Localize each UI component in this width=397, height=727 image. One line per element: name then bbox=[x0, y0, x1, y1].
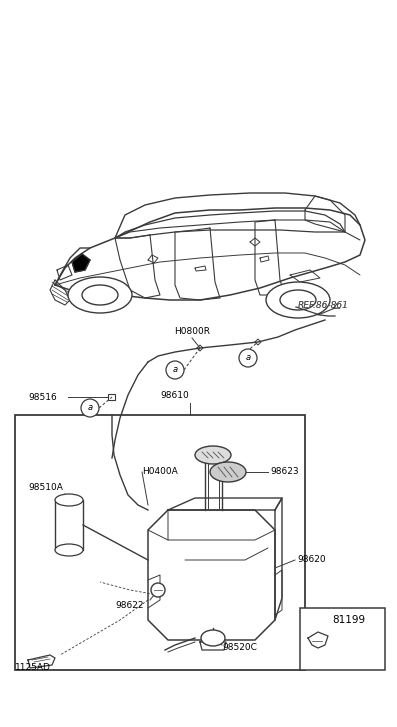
Text: 98610: 98610 bbox=[160, 390, 189, 400]
Bar bbox=[108, 394, 115, 400]
Text: 98516: 98516 bbox=[28, 393, 57, 401]
Text: REF.86-861: REF.86-861 bbox=[298, 300, 349, 310]
Text: a: a bbox=[172, 366, 177, 374]
Ellipse shape bbox=[81, 399, 99, 417]
Bar bbox=[55, 500, 83, 550]
Text: 1125AD: 1125AD bbox=[15, 664, 51, 672]
Ellipse shape bbox=[68, 277, 132, 313]
Text: 98620: 98620 bbox=[297, 555, 326, 564]
Text: a: a bbox=[245, 353, 251, 363]
Text: 98623: 98623 bbox=[270, 467, 299, 476]
Ellipse shape bbox=[201, 630, 225, 646]
Ellipse shape bbox=[239, 349, 257, 367]
Text: a: a bbox=[87, 403, 93, 412]
Ellipse shape bbox=[266, 282, 330, 318]
Text: 98510A: 98510A bbox=[28, 483, 63, 492]
Text: H0400A: H0400A bbox=[142, 467, 178, 476]
Text: H0800R: H0800R bbox=[174, 327, 210, 336]
Text: 98520C: 98520C bbox=[222, 643, 257, 653]
Ellipse shape bbox=[210, 462, 246, 482]
Bar bbox=[300, 608, 385, 670]
Text: 81199: 81199 bbox=[332, 615, 365, 625]
Ellipse shape bbox=[309, 611, 327, 629]
Polygon shape bbox=[72, 254, 90, 272]
Ellipse shape bbox=[55, 494, 83, 506]
Ellipse shape bbox=[55, 544, 83, 556]
Text: a: a bbox=[316, 616, 320, 624]
Ellipse shape bbox=[82, 285, 118, 305]
Ellipse shape bbox=[280, 290, 316, 310]
Ellipse shape bbox=[195, 446, 231, 464]
Text: REF.86-861: REF.86-861 bbox=[298, 300, 349, 310]
Ellipse shape bbox=[166, 361, 184, 379]
Text: 98622: 98622 bbox=[115, 601, 143, 609]
Ellipse shape bbox=[151, 583, 165, 597]
Bar bbox=[15, 415, 305, 670]
